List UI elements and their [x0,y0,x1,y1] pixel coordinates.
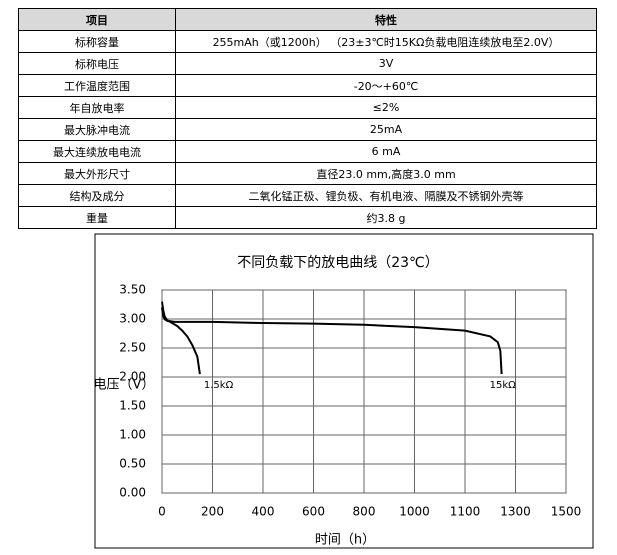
table-cell: 最大外形尺寸 [18,162,176,185]
table-cell: 约3.8 g [175,206,597,229]
x-tick-label: 1500 [551,505,582,519]
x-tick-label: 0 [158,505,166,519]
x-axis-label: 时间（h） [315,533,375,548]
table-row: 年自放电率 ≤2% [18,96,597,119]
x-tick-label: 400 [252,505,275,519]
table-row: 重量 约3.8 g [18,206,597,229]
x-tick-label: 200 [201,505,224,519]
x-tick-label: 1100 [450,505,481,519]
chart-frame [94,233,594,549]
header-row: 项目 特性 [18,8,597,31]
table-row: 最大外形尺寸 直径23.0 mm,高度3.0 mm [18,162,597,185]
table-cell: 结构及成分 [18,184,176,207]
x-tick-label: 1000 [399,505,430,519]
header-cell: 项目 [18,8,176,31]
y-tick-label: 1.50 [119,399,146,413]
x-tick-label: 800 [353,505,376,519]
table-cell: 年自放电率 [18,96,176,119]
table-cell: 直径23.0 mm,高度3.0 mm [175,162,597,185]
table-cell: 重量 [18,206,176,229]
curve [161,307,503,375]
y-tick-label: 0.00 [119,486,146,500]
x-tick-label: 600 [302,505,325,519]
y-tick-label: 2.50 [119,341,146,355]
y-tick-label: 0.50 [119,457,146,471]
x-tick-label: 1300 [500,505,531,519]
y-tick-label: 2.00 [119,370,146,384]
spec-table: 项目 特性 标称容量 255mAh（或1200h） （23±3℃时15KΩ负载电阻… [18,8,597,229]
y-tick-label: 3.50 [119,283,146,297]
y-tick-label: 3.00 [119,312,146,326]
chart-title: 不同负载下的放电曲线（23℃） [237,255,439,271]
y-axis-label: 电压（V） [94,378,155,393]
curve-label: 1.5kΩ [204,380,234,391]
curve-label: 15kΩ [490,380,517,391]
y-tick-label: 1.00 [119,428,146,442]
curve [161,301,201,375]
header-cell: 特性 [175,8,597,31]
